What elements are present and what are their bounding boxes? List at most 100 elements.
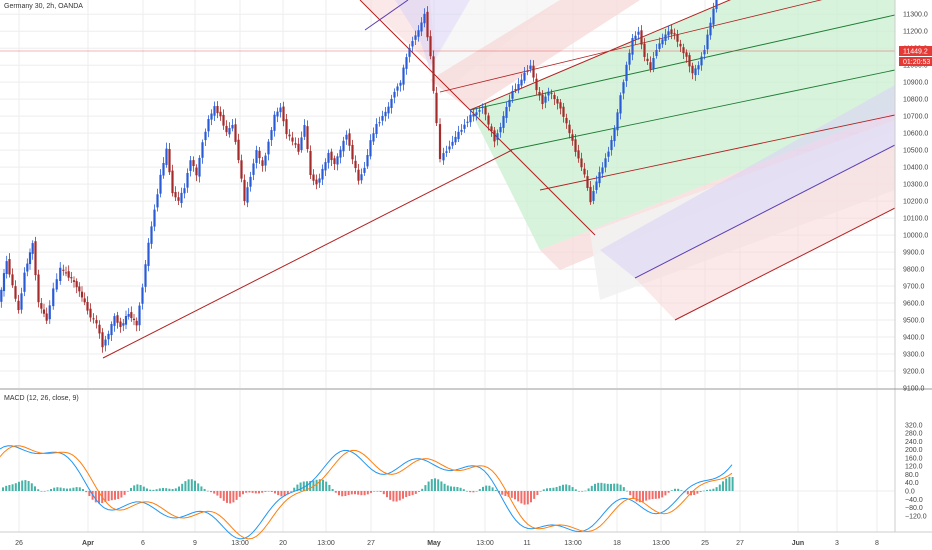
pitchfork-fill-purple — [395, 0, 470, 70]
candle-body — [204, 131, 207, 141]
candle-body — [333, 158, 336, 165]
macd-histogram-bar — [568, 485, 571, 491]
candle-body — [372, 133, 375, 142]
macd-histogram-bar — [373, 491, 376, 492]
candle-body — [14, 286, 17, 299]
macd-histogram-bar — [62, 488, 65, 491]
macd-histogram-bar — [427, 481, 430, 491]
macd-histogram-bar — [661, 491, 664, 498]
macd-histogram-bar — [398, 491, 401, 501]
macd-histogram-bar — [322, 479, 324, 491]
macd-histogram-bar — [725, 478, 728, 491]
macd-histogram-bar — [181, 483, 184, 491]
candle-body — [300, 137, 303, 151]
candle-body — [201, 142, 204, 158]
macd-histogram-bar — [238, 491, 241, 497]
candle-body — [192, 160, 195, 167]
macd-tick-label: 40.0 — [905, 480, 919, 487]
macd-histogram-bar — [366, 491, 369, 495]
macd-histogram-bar — [712, 488, 715, 491]
macd-histogram-bar — [264, 491, 267, 492]
macd-histogram-bar — [616, 483, 619, 491]
candle-body — [144, 264, 147, 287]
macd-histogram-bar — [24, 480, 27, 491]
macd-histogram-bar — [530, 491, 532, 503]
macd-histogram-bar — [552, 487, 555, 491]
candle-body — [375, 123, 378, 135]
macd-histogram-bar — [504, 491, 507, 497]
candle-body — [628, 52, 631, 65]
candle-body — [309, 150, 312, 175]
trend-line — [102, 149, 513, 359]
candle-body — [553, 95, 556, 100]
candle-body — [23, 272, 26, 292]
macd-histogram-bar — [702, 490, 705, 492]
macd-histogram-bar — [222, 491, 225, 501]
candle-body — [80, 291, 84, 298]
macd-histogram-bar — [146, 488, 148, 491]
candle-body — [52, 288, 55, 307]
time-label: 8 — [875, 540, 879, 547]
macd-histogram-bar — [296, 484, 299, 491]
macd-histogram-bar — [674, 488, 676, 491]
candle-body — [369, 140, 372, 157]
candle-body — [559, 102, 562, 109]
candle-body — [273, 114, 276, 131]
candle-body — [75, 281, 78, 288]
macd-histogram-bar — [610, 483, 612, 491]
candle-body — [625, 64, 628, 81]
candle-body — [538, 91, 541, 96]
candle-body — [673, 33, 676, 35]
candle-body — [264, 155, 267, 166]
candle-body — [472, 114, 475, 117]
candle-body — [342, 140, 345, 152]
macd-histogram-bar — [421, 488, 424, 491]
candle-body — [207, 119, 210, 132]
price-tick-label: 10500.0 — [903, 148, 928, 155]
candle-body — [646, 58, 649, 62]
macd-histogram-bar — [574, 489, 577, 491]
macd-tick-label: 80.0 — [905, 472, 919, 479]
candle-body — [297, 143, 300, 152]
price-tick-label: 10400.0 — [903, 165, 928, 172]
candle-body — [28, 252, 32, 265]
macd-histogram-bar — [696, 491, 699, 494]
price-tag-bg — [899, 46, 932, 56]
macd-histogram-bar — [363, 491, 366, 496]
macd-histogram-bar — [555, 487, 558, 491]
macd-histogram-bar — [14, 483, 17, 491]
pitchfork-handle — [427, 67, 596, 236]
macd-tick-label: 320.0 — [905, 422, 923, 429]
macd-histogram-bar — [386, 491, 388, 498]
candle-body — [141, 287, 144, 304]
candle-body — [550, 92, 553, 94]
macd-histogram-bar — [210, 491, 212, 493]
macd-tick-label: 0.0 — [905, 489, 915, 496]
macd-histogram-bar — [382, 491, 385, 495]
macd-histogram-bar — [30, 483, 33, 491]
macd-histogram-bar — [462, 489, 465, 491]
macd-histogram-bar — [392, 491, 395, 502]
macd-line — [0, 445, 733, 540]
macd-histogram-bar — [590, 485, 593, 491]
candle-body — [122, 323, 125, 326]
candle-body — [438, 124, 442, 160]
candle-body — [589, 186, 592, 203]
macd-histogram-bar — [459, 487, 462, 491]
candle-body — [86, 301, 89, 311]
macd-histogram-bar — [158, 488, 161, 491]
macd-histogram-bar — [277, 491, 280, 496]
candle-body — [429, 36, 432, 57]
candle-body — [496, 133, 499, 140]
macd-histogram-bar — [619, 484, 622, 491]
candle-body — [577, 150, 580, 159]
macd-histogram-bar — [603, 483, 606, 491]
macd-histogram-bar — [376, 491, 379, 492]
macd-histogram-bar — [309, 481, 312, 491]
macd-histogram-bar — [117, 491, 120, 500]
candle-body — [619, 95, 622, 114]
candle-body — [664, 34, 667, 41]
candle-body — [330, 151, 333, 161]
